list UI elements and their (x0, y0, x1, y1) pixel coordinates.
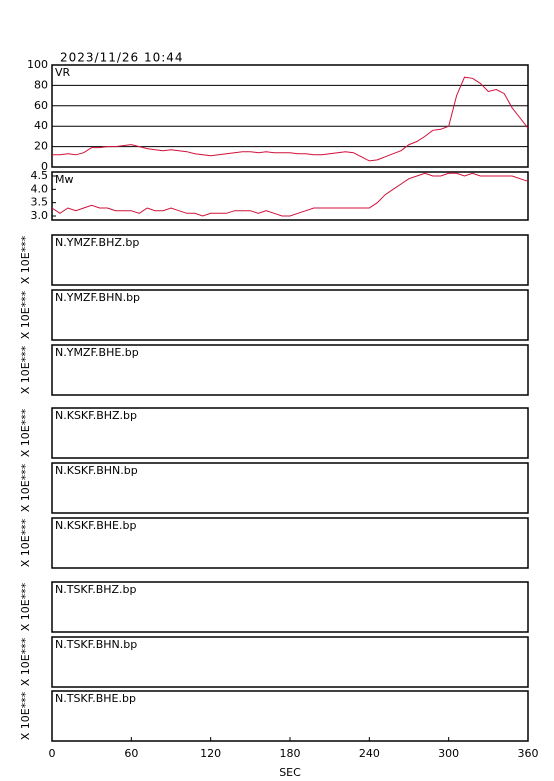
y-tick-label: 60 (34, 99, 48, 112)
y-axis-label: X 10E*** (19, 235, 32, 284)
y-tick-label: 4.0 (31, 182, 49, 195)
panel-frame (51, 636, 529, 688)
panel-label: N.TSKF.BHE.bp (55, 692, 136, 705)
panel-label: N.TSKF.BHZ.bp (55, 583, 137, 596)
y-axis-label: X 10E*** (19, 290, 32, 339)
x-tick-label: 0 (49, 747, 56, 760)
y-tick-label: 3.5 (31, 196, 49, 209)
x-tick-label: 360 (518, 747, 539, 760)
panel-frame (51, 234, 529, 286)
panel-label: N.YMZF.BHZ.bp (55, 236, 139, 249)
panel-frame (51, 462, 529, 514)
panel-label: VR (55, 66, 71, 79)
x-tick-label: 180 (280, 747, 301, 760)
y-tick-label: 20 (34, 140, 48, 153)
x-tick-label: 300 (438, 747, 459, 760)
panel-label: N.TSKF.BHN.bp (55, 638, 137, 651)
y-tick-label: 100 (27, 58, 48, 71)
y-axis-label: X 10E*** (19, 463, 32, 512)
y-axis-label: X 10E*** (19, 582, 32, 631)
y-tick-label: 4.5 (31, 169, 49, 182)
x-axis-label: SEC (279, 766, 301, 779)
x-tick-label: 240 (359, 747, 380, 760)
timestamp: 2023/11/26 10:44 (60, 51, 184, 65)
panel-frame (51, 171, 529, 221)
panel-label: N.KSKF.BHZ.bp (55, 409, 137, 422)
panel-frame (51, 64, 529, 168)
x-tick-label: 60 (124, 747, 138, 760)
y-tick-label: 80 (34, 78, 48, 91)
panel-frame (51, 517, 529, 569)
y-tick-label: 40 (34, 119, 48, 132)
x-tick-label: 120 (200, 747, 221, 760)
panel-label: N.KSKF.BHE.bp (55, 519, 136, 532)
panel-frame (51, 581, 529, 633)
panel-label: N.YMZF.BHE.bp (55, 346, 139, 359)
y-axis-label: X 10E*** (19, 637, 32, 686)
y-tick-label: 3.0 (31, 209, 49, 222)
y-axis-label: X 10E*** (19, 518, 32, 567)
y-tick-label: 0 (41, 160, 48, 173)
panel-frame (51, 407, 529, 459)
panel-frame (51, 344, 529, 396)
y-axis-label: X 10E*** (19, 345, 32, 394)
panel-label: Mw (55, 173, 74, 186)
data-line (52, 76, 529, 162)
panel-label: N.YMZF.BHN.bp (55, 291, 140, 304)
panel-frame (51, 289, 529, 341)
panel-label: N.KSKF.BHN.bp (55, 464, 138, 477)
data-line (51, 172, 529, 217)
y-axis-label: X 10E*** (19, 691, 32, 740)
y-axis-label: X 10E*** (19, 408, 32, 457)
